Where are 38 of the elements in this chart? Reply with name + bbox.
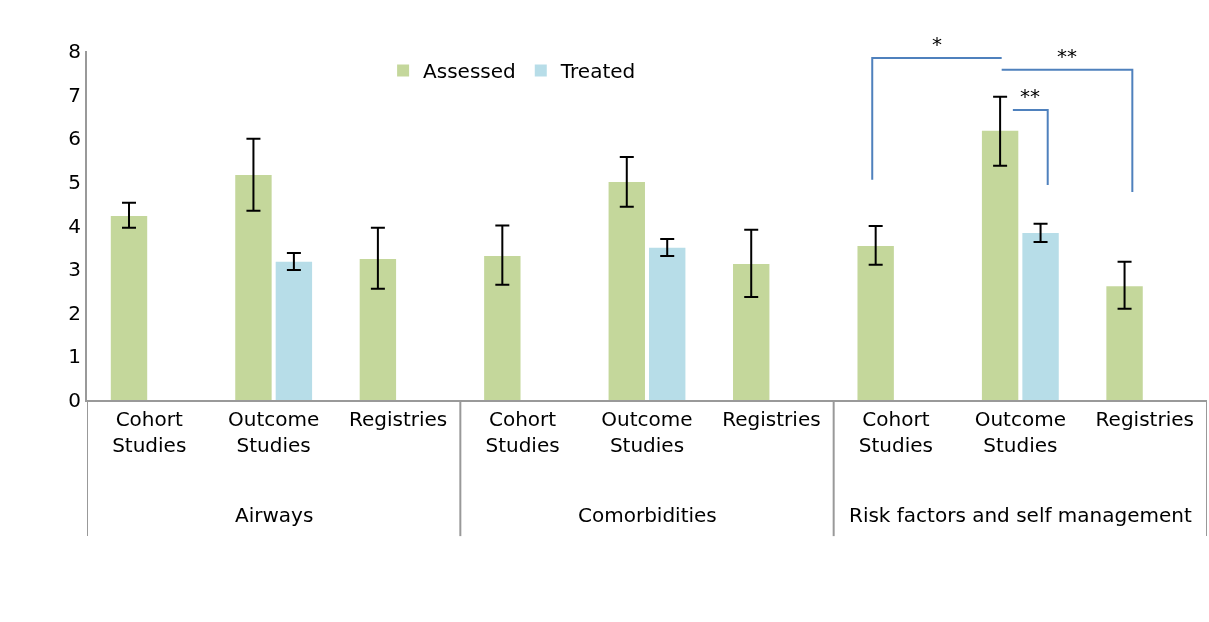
bar: [484, 256, 521, 400]
text: Risk factors and self management: [849, 503, 1192, 527]
bar: [1022, 232, 1059, 400]
y-tick-label: 4: [68, 213, 81, 238]
x-tick-label: Registries: [722, 407, 821, 431]
text: Comorbidities: [578, 503, 717, 527]
legend-label: Assessed: [423, 59, 516, 84]
annotation: **: [1057, 44, 1077, 68]
bar: [110, 215, 148, 400]
bar: [981, 130, 1019, 400]
bar: [1106, 286, 1143, 400]
bar: [359, 259, 397, 400]
y-tick-label: 3: [68, 257, 81, 282]
x-tick-label: Outcome Studies: [974, 407, 1066, 457]
legend-label: Treated: [559, 59, 636, 84]
bar: [649, 247, 686, 400]
bar: [733, 263, 770, 400]
y-tick-label: 0: [68, 388, 81, 412]
bar: [235, 174, 272, 400]
x-tick-label: Cohort Studies: [485, 407, 560, 457]
y-tick-label: 7: [68, 82, 81, 107]
y-tick-label: 8: [68, 39, 81, 63]
x-tick-label: Cohort Studies: [112, 407, 187, 457]
bar: [275, 261, 313, 400]
x-tick-label: Outcome Studies: [228, 407, 320, 457]
x-tick-label: Registries: [348, 407, 448, 431]
x-tick-label: Registries: [1095, 407, 1194, 431]
y-tick-label: 6: [68, 126, 81, 151]
text: Airways: [235, 503, 314, 527]
y-tick-label: 1: [68, 344, 81, 369]
bar: [608, 181, 645, 400]
x-tick-label: Outcome Studies: [601, 407, 693, 457]
annotation: **: [1020, 84, 1040, 108]
x-tick-label: Cohort Studies: [858, 407, 933, 457]
y-tick-label: 5: [68, 169, 81, 194]
y-tick-label: 2: [68, 300, 81, 325]
bar: [857, 246, 894, 400]
annotation: *: [932, 32, 942, 56]
